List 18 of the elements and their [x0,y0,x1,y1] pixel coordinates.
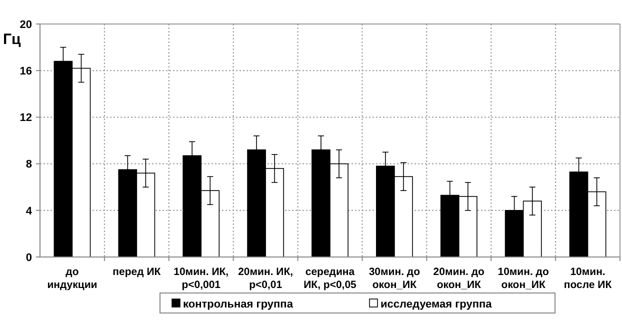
x-tick-label: 10мин. после ИК [564,266,612,291]
x-tick-label: 20мин. ИК, p<0,01 [238,266,294,291]
y-tick-label: 16 [20,65,32,78]
legend-label: контрольная группа [183,298,294,310]
y-tick-label: 0 [26,252,32,264]
x-tick-label: до индукции [47,266,98,291]
x-tick-label: перед ИК [112,266,162,278]
x-tick-label: 20мин. до окон_ИК [433,266,484,291]
x-tick-label: 30мин. до окон_ИК [368,266,420,291]
x-tick-label: 10мин. до окон_ИК [498,266,549,291]
legend-label: исследуемая группа [380,298,493,310]
x-tick-label: середина ИК, p<0,05 [304,266,357,291]
x-tick-label: 10мин. ИК, p<0,001 [174,266,229,291]
y-tick-label: 12 [20,112,32,124]
y-tick-label: 8 [26,158,32,171]
y-tick-label: 4 [26,205,33,218]
y-axis-title: Гц [3,31,22,48]
y-tick-label: 20 [20,18,32,31]
